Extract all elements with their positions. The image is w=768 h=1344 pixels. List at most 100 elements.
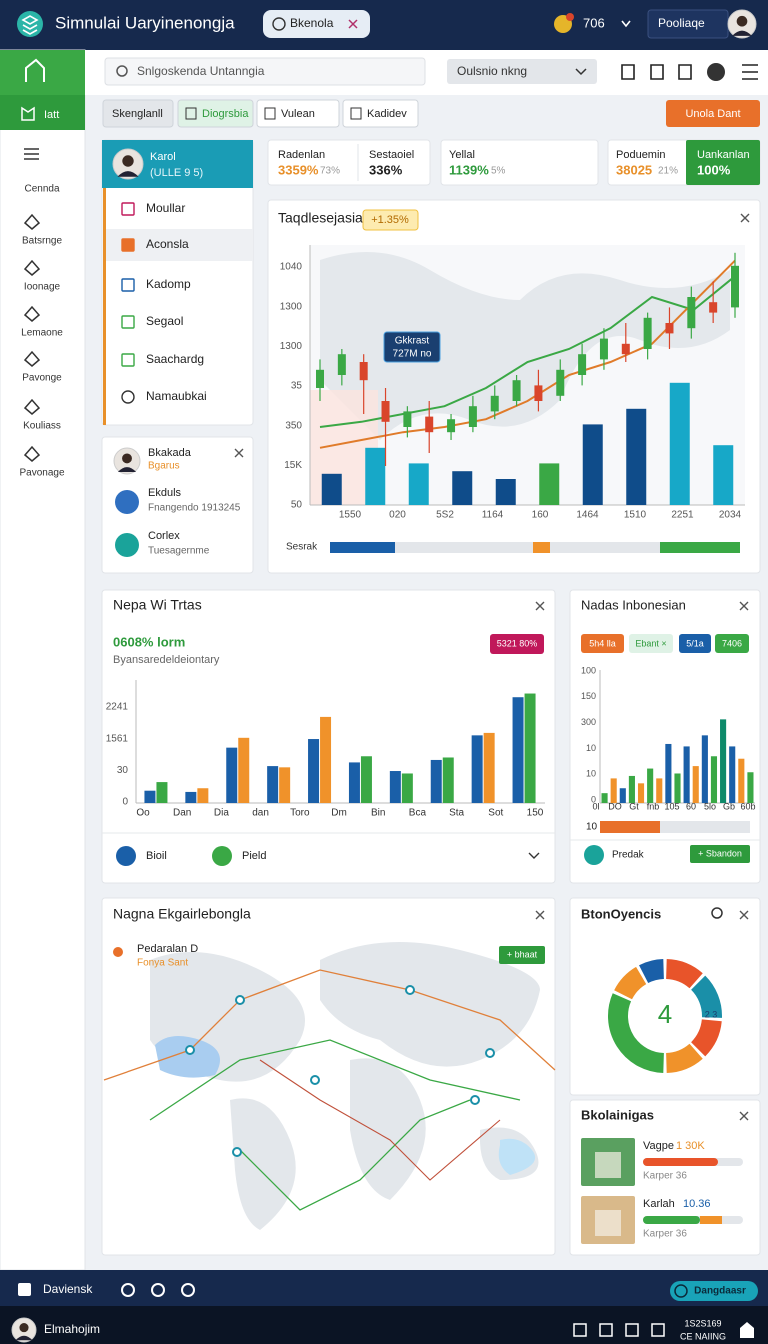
map-node xyxy=(232,1147,242,1157)
footer-user: Elmahojim xyxy=(44,1322,100,1336)
tab-icon xyxy=(272,17,286,31)
bar xyxy=(389,771,401,803)
filter-button[interactable] xyxy=(256,99,340,128)
nav-label: Batsrnge xyxy=(22,236,62,247)
action-button[interactable] xyxy=(666,100,760,127)
item-fill xyxy=(643,1216,700,1224)
footer-icon[interactable] xyxy=(599,1323,613,1337)
avatar-body xyxy=(732,30,752,36)
legend-label: Sesrak xyxy=(286,542,318,553)
progress-fill xyxy=(600,821,660,833)
sidebar-active[interactable] xyxy=(0,95,85,130)
nav-label: Ioonage xyxy=(24,282,61,293)
progress-label: 10 xyxy=(586,822,598,833)
bar xyxy=(442,757,454,803)
footer-label: Pield xyxy=(242,850,266,862)
trend-subtitle: Byansaredeldeiontary xyxy=(113,654,220,666)
item-fill xyxy=(643,1158,718,1166)
menu-label: Aconsla xyxy=(146,237,189,251)
x-label: Sta xyxy=(449,808,464,819)
search-box[interactable] xyxy=(104,57,426,86)
bar xyxy=(701,735,708,803)
menu-label: Kadomp xyxy=(146,277,191,291)
close-icon xyxy=(739,910,749,920)
chip[interactable] xyxy=(679,634,711,653)
bar xyxy=(683,746,690,803)
x-label: Dia xyxy=(214,808,229,819)
dropdown[interactable] xyxy=(447,59,597,84)
bar xyxy=(738,758,745,803)
nav-label: Kouliass xyxy=(23,421,61,432)
donut-segment xyxy=(690,975,722,1018)
map-land xyxy=(320,252,730,440)
avatar-body xyxy=(117,467,137,473)
candle-body xyxy=(599,338,608,360)
menu-icon xyxy=(121,238,135,252)
x-label: 1164 xyxy=(482,510,504,521)
map-button[interactable] xyxy=(499,946,545,964)
x-label: 5S2 xyxy=(436,510,454,521)
map-land xyxy=(320,942,540,1067)
nav-label: Cennda xyxy=(24,184,59,195)
bar xyxy=(365,447,386,505)
stat-label: Sestaoiel xyxy=(369,149,414,161)
footer-icon[interactable] xyxy=(651,1323,665,1337)
bar xyxy=(238,737,250,803)
donut-segment xyxy=(614,966,647,1000)
bottom-icon xyxy=(181,1283,195,1297)
chip[interactable] xyxy=(581,634,624,653)
filter-icon xyxy=(185,107,197,120)
nav-icon xyxy=(23,398,41,415)
filter-button[interactable] xyxy=(102,99,174,128)
filter-button[interactable] xyxy=(342,99,419,128)
donut-segment xyxy=(639,959,665,984)
filter-label: Vulean xyxy=(281,108,315,120)
stat-delta: 73% xyxy=(320,166,340,177)
nav-icon xyxy=(23,445,41,462)
candle-body xyxy=(731,265,739,308)
chip[interactable] xyxy=(715,634,749,653)
sidebar-home[interactable] xyxy=(0,50,85,95)
nav-label: Iatt xyxy=(44,109,59,121)
button-icon xyxy=(674,1284,688,1298)
count: 706 xyxy=(583,15,605,30)
x-label: 105 xyxy=(664,801,679,811)
bar xyxy=(401,773,413,803)
panel-title: Nepa Wi Trtas xyxy=(113,597,202,613)
footer-icon[interactable] xyxy=(625,1323,639,1337)
bar xyxy=(308,739,320,803)
bar xyxy=(656,778,663,803)
bar xyxy=(483,732,495,803)
y-label: 1300 xyxy=(280,341,303,352)
chip[interactable] xyxy=(629,634,673,653)
home-icon xyxy=(740,1322,754,1338)
legend-segment xyxy=(330,542,395,553)
filter-button[interactable] xyxy=(177,99,254,128)
item-fill xyxy=(700,1216,722,1224)
contact-icon xyxy=(115,533,139,557)
bottom-icon xyxy=(18,1283,31,1296)
item-detail: Karper 36 xyxy=(643,1229,687,1240)
footer-button[interactable] xyxy=(690,845,750,863)
footer-icon xyxy=(584,845,604,865)
donut-side: 2 3 xyxy=(705,1009,718,1019)
chip-label: 5h4 lla xyxy=(589,638,616,648)
nav-icon xyxy=(24,148,39,160)
y-label: 0 xyxy=(591,794,596,804)
bar xyxy=(665,743,672,803)
nav-icon xyxy=(23,350,41,367)
map-region xyxy=(498,1138,536,1175)
candle-body xyxy=(534,385,543,401)
tab[interactable] xyxy=(263,10,370,38)
home-icon xyxy=(25,58,45,82)
panel xyxy=(267,139,431,186)
map-node xyxy=(185,1045,195,1055)
stat-value: 3359% xyxy=(278,162,319,177)
close-icon xyxy=(535,601,545,611)
candle-body xyxy=(643,317,652,349)
footer-icon[interactable] xyxy=(573,1323,587,1337)
bottom-button[interactable] xyxy=(670,1281,758,1301)
bar xyxy=(710,756,718,803)
search-icon xyxy=(711,907,723,919)
search-icon xyxy=(116,65,128,77)
